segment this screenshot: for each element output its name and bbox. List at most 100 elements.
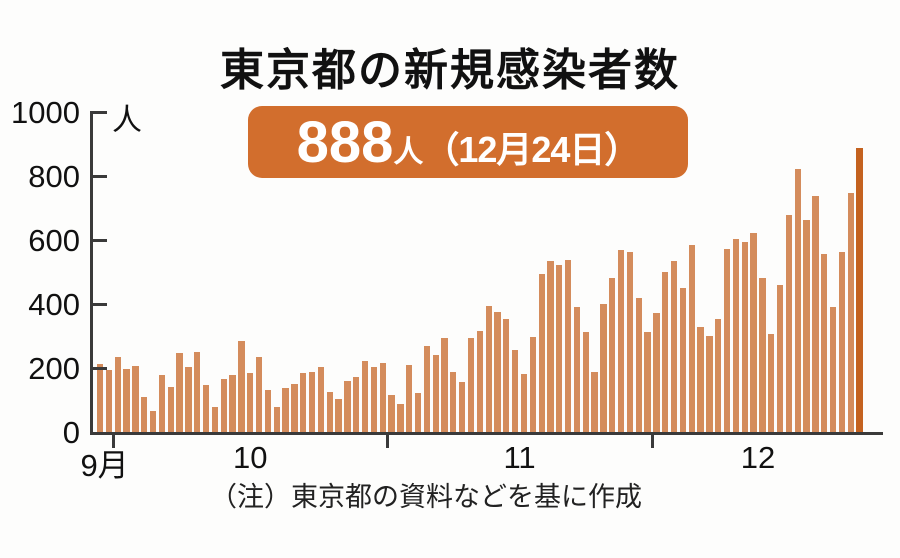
bar xyxy=(423,345,430,432)
x-axis-month-label: 11 xyxy=(503,440,536,475)
bar xyxy=(264,389,272,432)
y-axis-tick xyxy=(90,111,107,114)
bar xyxy=(450,371,457,432)
bar xyxy=(361,361,369,432)
bar xyxy=(715,319,722,432)
bar xyxy=(538,274,545,432)
highlight-badge: 888 人 （12月24日） xyxy=(248,106,688,178)
bar xyxy=(635,298,642,432)
y-axis-tick xyxy=(90,239,107,242)
bar xyxy=(476,330,483,432)
bar xyxy=(617,249,625,432)
highlight-unit: 人 xyxy=(393,136,424,169)
bar xyxy=(626,252,634,432)
bar xyxy=(653,312,660,432)
x-axis-month-tick xyxy=(112,435,116,448)
bar xyxy=(317,367,325,432)
bar xyxy=(255,356,263,432)
bar xyxy=(732,239,740,432)
bar xyxy=(759,278,766,432)
source-note: （注）東京都の資料などを基に作成 xyxy=(210,482,642,512)
bar xyxy=(564,259,572,432)
y-axis-label: 800 xyxy=(28,159,80,194)
y-axis-label: 0 xyxy=(62,415,80,450)
bar xyxy=(167,386,174,432)
bar xyxy=(300,372,307,432)
bar xyxy=(326,392,333,432)
bar xyxy=(812,196,819,432)
highlight-value: 888 xyxy=(296,110,394,175)
x-axis-month-label: 12 xyxy=(740,440,776,475)
bar xyxy=(582,331,589,432)
y-axis-label: 600 xyxy=(28,223,80,258)
bar xyxy=(512,350,519,432)
bar xyxy=(308,372,316,432)
bar xyxy=(432,354,439,432)
bar xyxy=(211,407,219,432)
bar xyxy=(573,306,581,432)
bar xyxy=(688,245,695,432)
bar xyxy=(556,264,563,432)
bar xyxy=(609,278,616,432)
bar xyxy=(679,288,687,432)
bar xyxy=(768,334,775,432)
bar xyxy=(282,387,289,432)
bar xyxy=(485,306,492,432)
bar xyxy=(105,369,113,432)
bar xyxy=(353,377,360,432)
bar xyxy=(114,356,121,432)
y-axis-label: 200 xyxy=(28,351,80,386)
bar xyxy=(829,306,837,432)
plot-area xyxy=(90,111,883,448)
bar xyxy=(247,373,254,432)
highlight-badge-text: 888 人 （12月24日） xyxy=(296,110,641,175)
bar xyxy=(503,319,510,432)
bar xyxy=(149,410,157,432)
bar xyxy=(697,327,704,432)
bar xyxy=(741,241,748,432)
x-axis-month-tick xyxy=(385,435,389,448)
highlight-date: （12月24日） xyxy=(423,129,640,170)
bar xyxy=(123,369,130,432)
bar xyxy=(194,352,201,432)
x-axis-month-tick xyxy=(650,435,654,448)
bar xyxy=(459,381,466,432)
page-title: 東京都の新規感染者数 xyxy=(220,46,680,95)
bar xyxy=(520,374,528,432)
bar xyxy=(132,365,139,432)
x-axis-month-label: 9月 xyxy=(80,448,129,483)
bar xyxy=(723,248,731,432)
bar xyxy=(803,219,810,432)
y-axis-tick xyxy=(90,175,107,178)
bar xyxy=(97,364,104,432)
bar xyxy=(821,254,828,432)
y-axis-tick xyxy=(90,303,107,306)
bar xyxy=(794,168,801,432)
bar xyxy=(662,272,669,432)
y-axis-unit: 人 xyxy=(112,104,142,137)
bar xyxy=(547,261,554,432)
bar xyxy=(220,378,227,432)
y-axis-label: 1000 xyxy=(11,95,80,130)
bar xyxy=(706,336,713,432)
bar xyxy=(202,385,210,432)
bar xyxy=(273,407,280,432)
bar xyxy=(406,365,413,432)
bar xyxy=(291,384,298,432)
bar xyxy=(344,381,351,432)
bar xyxy=(229,375,236,432)
bar xyxy=(335,399,342,432)
bar xyxy=(529,336,536,432)
bar xyxy=(388,394,395,432)
bar xyxy=(591,372,598,432)
bar xyxy=(414,392,422,432)
bar xyxy=(847,192,854,432)
bar xyxy=(370,366,378,432)
x-axis-month-label: 10 xyxy=(233,440,268,475)
bar xyxy=(158,375,166,432)
bar xyxy=(670,261,678,432)
bar xyxy=(785,215,793,432)
y-axis-label: 400 xyxy=(28,287,80,322)
bar xyxy=(397,404,404,432)
